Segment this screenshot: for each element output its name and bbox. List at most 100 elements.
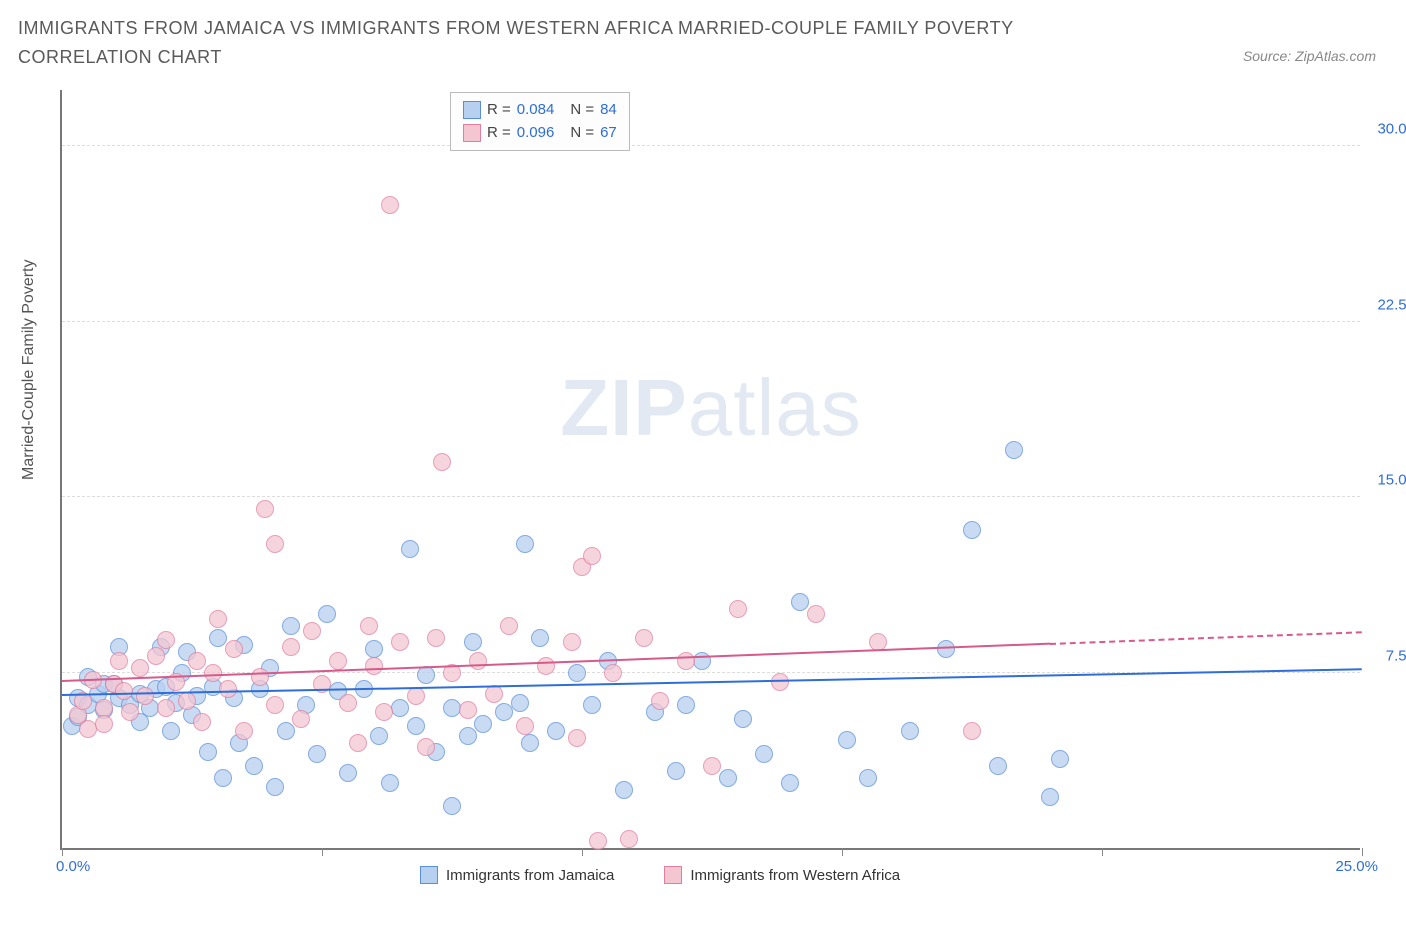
scatter-point xyxy=(121,703,139,721)
scatter-point xyxy=(339,764,357,782)
scatter-point xyxy=(360,617,378,635)
stats-legend-box: R = 0.084N = 84R = 0.096 N = 67 xyxy=(450,92,630,151)
scatter-point xyxy=(521,734,539,752)
scatter-point xyxy=(615,781,633,799)
legend-label: Immigrants from Jamaica xyxy=(446,867,614,884)
scatter-point xyxy=(427,629,445,647)
stat-r-value: 0.096 xyxy=(517,122,555,145)
scatter-point xyxy=(469,652,487,670)
scatter-point xyxy=(251,668,269,686)
y-tick-label: 30.0% xyxy=(1377,121,1406,138)
scatter-point xyxy=(989,757,1007,775)
scatter-point xyxy=(162,722,180,740)
stat-n-label: N = xyxy=(570,122,594,145)
scatter-point xyxy=(391,699,409,717)
scatter-point xyxy=(781,774,799,792)
scatter-point xyxy=(604,664,622,682)
x-tick xyxy=(1362,848,1363,856)
scatter-point xyxy=(303,622,321,640)
x-tick xyxy=(322,848,323,856)
scatter-point xyxy=(734,710,752,728)
scatter-point xyxy=(308,745,326,763)
scatter-point xyxy=(516,535,534,553)
stat-r-label: R = xyxy=(487,122,511,145)
scatter-point xyxy=(667,762,685,780)
scatter-point xyxy=(459,727,477,745)
y-tick-label: 7.5% xyxy=(1386,647,1406,664)
scatter-point xyxy=(381,774,399,792)
legend-label: Immigrants from Western Africa xyxy=(690,867,900,884)
scatter-point xyxy=(131,659,149,677)
legend-item: Immigrants from Jamaica xyxy=(420,866,614,884)
scatter-point xyxy=(391,633,409,651)
scatter-point xyxy=(282,638,300,656)
scatter-point xyxy=(464,633,482,651)
scatter-point xyxy=(256,500,274,518)
scatter-point xyxy=(115,682,133,700)
series-swatch xyxy=(463,124,481,142)
scatter-point xyxy=(583,547,601,565)
scatter-point xyxy=(365,657,383,675)
scatter-point xyxy=(381,196,399,214)
scatter-point xyxy=(838,731,856,749)
scatter-point xyxy=(568,664,586,682)
gridline xyxy=(62,496,1360,497)
scatter-point xyxy=(963,722,981,740)
scatter-point xyxy=(219,680,237,698)
stat-r-label: R = xyxy=(487,99,511,122)
y-tick-label: 15.0% xyxy=(1377,472,1406,489)
legend-swatch xyxy=(420,866,438,884)
scatter-point xyxy=(349,734,367,752)
gridline xyxy=(62,321,1360,322)
scatter-point xyxy=(516,717,534,735)
scatter-point xyxy=(537,657,555,675)
scatter-point xyxy=(266,778,284,796)
gridline xyxy=(62,145,1360,146)
scatter-point xyxy=(583,696,601,714)
scatter-point xyxy=(937,640,955,658)
scatter-point xyxy=(500,617,518,635)
stats-row: R = 0.084N = 84 xyxy=(463,99,617,122)
scatter-point xyxy=(365,640,383,658)
scatter-point xyxy=(407,687,425,705)
scatter-point xyxy=(1005,441,1023,459)
scatter-point xyxy=(245,757,263,775)
scatter-point xyxy=(651,692,669,710)
scatter-point xyxy=(635,629,653,647)
y-axis-label: Married-Couple Family Poverty xyxy=(20,259,38,480)
scatter-point xyxy=(407,717,425,735)
scatter-point xyxy=(235,722,253,740)
x-tick-max: 25.0% xyxy=(1335,858,1378,875)
scatter-point xyxy=(193,713,211,731)
scatter-point xyxy=(859,769,877,787)
scatter-point xyxy=(677,652,695,670)
scatter-point xyxy=(157,699,175,717)
scatter-point xyxy=(95,715,113,733)
scatter-point xyxy=(199,743,217,761)
scatter-point xyxy=(531,629,549,647)
stat-n-value: 67 xyxy=(600,122,617,145)
scatter-point xyxy=(209,629,227,647)
x-tick-min: 0.0% xyxy=(56,858,90,875)
legend-bottom: Immigrants from Jamaica Immigrants from W… xyxy=(420,866,900,884)
scatter-point xyxy=(474,715,492,733)
scatter-point xyxy=(719,769,737,787)
chart-title: IMMIGRANTS FROM JAMAICA VS IMMIGRANTS FR… xyxy=(18,14,1118,72)
scatter-point xyxy=(901,722,919,740)
scatter-point xyxy=(620,830,638,848)
scatter-point xyxy=(188,652,206,670)
scatter-point xyxy=(266,696,284,714)
scatter-point xyxy=(433,453,451,471)
scatter-point xyxy=(963,521,981,539)
scatter-point xyxy=(401,540,419,558)
scatter-point xyxy=(1051,750,1069,768)
scatter-point xyxy=(147,647,165,665)
scatter-point xyxy=(95,699,113,717)
scatter-point xyxy=(729,600,747,618)
series-swatch xyxy=(463,101,481,119)
scatter-point xyxy=(370,727,388,745)
watermark: ZIPatlas xyxy=(560,362,861,454)
scatter-point xyxy=(209,610,227,628)
trend-line xyxy=(62,643,1050,682)
scatter-point xyxy=(1041,788,1059,806)
